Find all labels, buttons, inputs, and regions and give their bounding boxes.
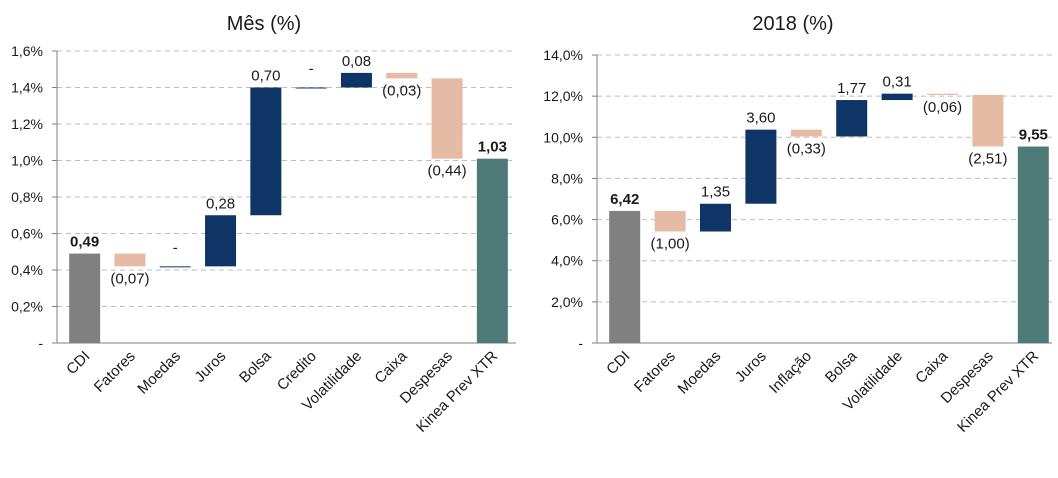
month-data-label-cdi: 0,49 xyxy=(70,234,99,251)
year-bar-volatilidade xyxy=(881,93,913,101)
year-data-label-despesas: (2,51) xyxy=(968,151,1007,168)
year-bar-bolsa xyxy=(836,100,868,137)
year-y-tick-label: - xyxy=(578,335,583,351)
year-y-tick-label: 10,0% xyxy=(543,129,583,145)
year-y-tick-label: 12,0% xyxy=(543,88,583,104)
year-bar-kinea-prev-xtr xyxy=(1017,146,1049,343)
month-data-label-volatilidade: 0,08 xyxy=(342,53,371,70)
year-bar-juros xyxy=(745,129,777,204)
month-y-tick-label: 0,2% xyxy=(11,299,43,315)
year-bar-moedas xyxy=(700,203,731,232)
year-data-label-cdi: 6,42 xyxy=(610,191,639,208)
month-bar-fatores xyxy=(114,253,146,267)
month-data-label-caixa: (0,03) xyxy=(382,82,421,99)
month-y-tick-label: 1,0% xyxy=(11,153,43,169)
year-data-label-bolsa: 1,77 xyxy=(837,80,866,97)
month-bar-despesas xyxy=(431,78,463,159)
year-data-label-fatores: (1,00) xyxy=(651,236,690,253)
year-bar-inflação xyxy=(790,129,822,137)
month-x-tick-label-moedas: Moedas xyxy=(134,348,184,398)
month-x-tick-label-bolsa: Bolsa xyxy=(236,347,275,386)
month-x-tick-label-juros: Juros xyxy=(191,348,229,386)
month-data-label-juros: 0,28 xyxy=(206,195,235,212)
year-y-tick-label: 4,0% xyxy=(551,253,583,269)
month-data-label-despesas: (0,44) xyxy=(427,163,466,180)
month-bar-volatilidade xyxy=(340,72,372,88)
month-chart-title: Mês (%) xyxy=(227,13,301,35)
month-data-label-bolsa: 0,70 xyxy=(251,68,280,85)
chart-year: 2018 (%) - 2,0% 4,0% 6,0% 8,0% 10,0% 12,0% 14,0%… xyxy=(529,0,1058,473)
year-x-tick-label-juros: Juros xyxy=(732,348,770,386)
month-bar-credito xyxy=(295,87,327,89)
chart-year-svg: 2018 (%) - 2,0% 4,0% 6,0% 8,0% 10,0% 12,0% 14,0%… xyxy=(543,13,1052,436)
month-y-tick-label: 0,8% xyxy=(11,189,43,205)
month-x-tick-label-cdi: CDI xyxy=(63,348,93,378)
year-data-label-caixa: (0,06) xyxy=(923,99,962,116)
year-x-tick-label-moedas: Moedas xyxy=(675,348,725,398)
month-y-tick-label: 0,6% xyxy=(11,226,43,242)
year-x-tick-label-caixa: Caixa xyxy=(912,347,952,387)
month-bar-moedas xyxy=(159,266,191,268)
year-bar-caixa xyxy=(927,93,958,95)
month-x-tick-label-caixa: Caixa xyxy=(371,347,411,387)
month-data-label-kinea-prev-xtr: 1,03 xyxy=(478,139,507,156)
year-y-tick-label: 8,0% xyxy=(551,170,583,186)
year-chart-title: 2018 (%) xyxy=(752,13,833,35)
year-data-label-moedas: 1,35 xyxy=(701,184,730,201)
month-data-label-fatores: (0,07) xyxy=(110,270,149,287)
year-x-tick-label-fatores: Fatores xyxy=(631,348,679,396)
year-x-tick-label-cdi: CDI xyxy=(603,348,633,378)
year-y-tick-label: 2,0% xyxy=(551,294,583,310)
month-y-tick-label: - xyxy=(38,335,43,351)
month-bar-cdi xyxy=(69,253,101,343)
month-data-label-moedas: - xyxy=(173,239,178,256)
month-x-tick-label-kinea-prev-xtr: Kinea Prev XTR xyxy=(413,348,501,436)
month-y-tick-label: 1,4% xyxy=(11,80,43,96)
month-data-label-credito: - xyxy=(309,61,314,78)
month-x-tick-label-fatores: Fatores xyxy=(91,348,139,396)
month-y-tick-label: 1,6% xyxy=(11,43,43,59)
year-bar-fatores xyxy=(654,210,686,232)
year-data-label-inflação: (0,33) xyxy=(787,140,826,157)
year-data-label-kinea-prev-xtr: 9,55 xyxy=(1019,127,1048,144)
month-bar-caixa xyxy=(386,72,418,79)
month-bar-bolsa xyxy=(250,87,282,216)
chart-month-svg: Mês (%) - 0,2% 0,4% 0,6% 0,8% 1,0% 1,2% 1,4% 1,6%… xyxy=(11,13,516,436)
month-bar-juros xyxy=(205,215,237,267)
year-y-tick-label: 6,0% xyxy=(551,212,583,228)
year-bar-cdi xyxy=(609,210,641,343)
year-bar-despesas xyxy=(972,94,1004,147)
month-bar-kinea-prev-xtr xyxy=(476,158,508,343)
month-y-tick-label: 0,4% xyxy=(11,262,43,278)
year-y-tick-label: 14,0% xyxy=(543,47,583,63)
year-x-tick-label-bolsa: Bolsa xyxy=(822,347,861,386)
year-data-label-juros: 3,60 xyxy=(746,110,775,127)
year-data-label-volatilidade: 0,31 xyxy=(882,74,911,91)
chart-month: Mês (%) - 0,2% 0,4% 0,6% 0,8% 1,0% 1,2% 1,4% 1,6%… xyxy=(0,0,529,473)
month-y-tick-label: 1,2% xyxy=(11,116,43,132)
year-x-tick-label-inflação: Inflação xyxy=(766,348,815,397)
year-x-tick-label-kinea-prev-xtr: Kinea Prev XTR xyxy=(954,348,1042,436)
